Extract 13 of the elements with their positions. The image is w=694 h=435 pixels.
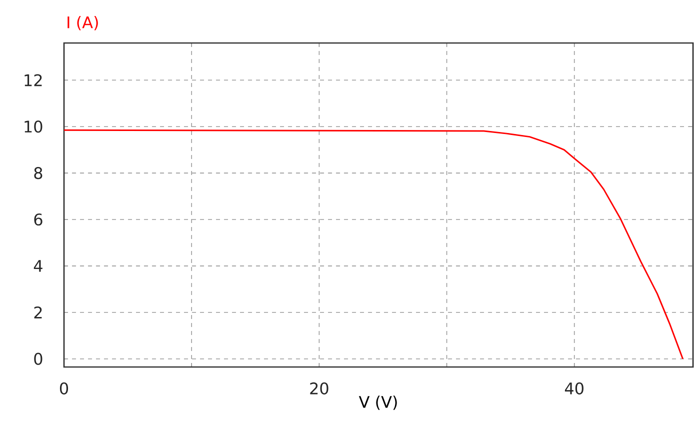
x-tick-label: 20	[310, 382, 328, 394]
y-tick-label: 12	[24, 74, 42, 86]
y-tick-label: 4	[34, 260, 42, 272]
y-axis-title: I (A)	[68, 16, 98, 30]
y-tick-label: 0	[34, 352, 42, 365]
y-tick-label: 6	[34, 213, 42, 226]
x-axis-title: V (V)	[358, 396, 397, 410]
y-tick-label: 8	[34, 167, 42, 180]
y-tick-label: 10	[24, 120, 42, 133]
x-tick-label: 40	[564, 382, 584, 394]
y-tick-label: 2	[34, 306, 42, 318]
x-tick-label: 0	[60, 382, 68, 394]
line-series	[64, 129, 684, 360]
